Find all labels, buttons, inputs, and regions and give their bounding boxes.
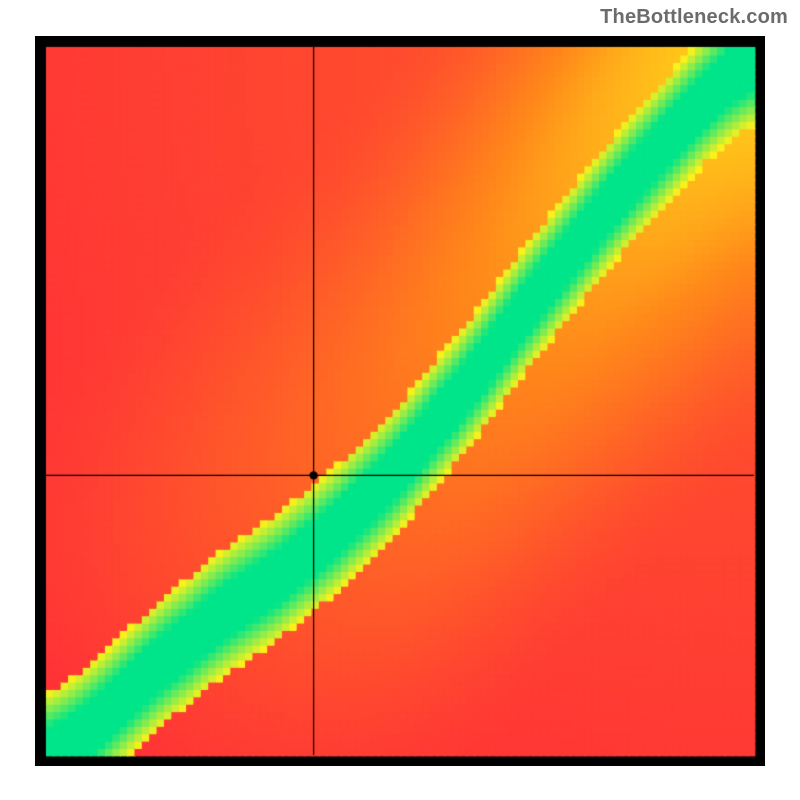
heatmap-canvas xyxy=(35,36,765,766)
heatmap-plot xyxy=(35,36,765,766)
chart-container: TheBottleneck.com xyxy=(0,0,800,800)
watermark-text: TheBottleneck.com xyxy=(600,6,788,29)
